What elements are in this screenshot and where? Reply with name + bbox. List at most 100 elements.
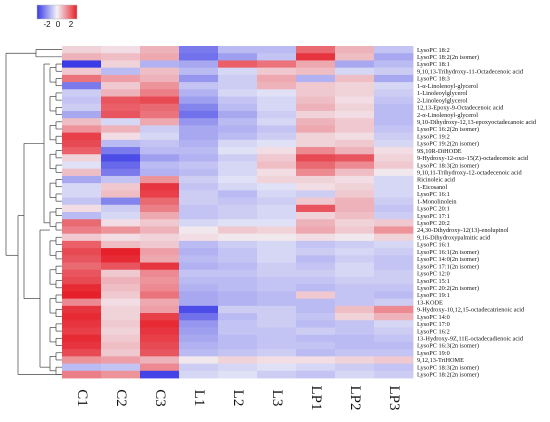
heatmap-cell [335, 197, 375, 206]
heatmap-cell [335, 168, 375, 177]
heatmap-cell [179, 175, 219, 184]
heatmap-cell [179, 226, 219, 235]
heatmap-cell [296, 190, 336, 198]
heatmap-cell [335, 305, 375, 314]
heatmap-cell [62, 89, 102, 97]
heatmap-cell [296, 118, 336, 126]
row-label: 1-α-Linolenoyl-glycerol [417, 83, 478, 90]
heatmap-cell [140, 370, 180, 379]
heatmap-cell [374, 226, 414, 235]
heatmap-cell [62, 233, 102, 242]
heatmap-cell [335, 132, 375, 141]
heatmap-cell [140, 190, 180, 198]
heatmap-cell [218, 284, 258, 292]
row-label: 9,10,13-Trihydroxy-11-Octadecenoic acid [417, 68, 524, 75]
heatmap-cell [296, 74, 336, 83]
row-label: 9,12,13-TriHOME [417, 357, 464, 364]
heatmap-cell [179, 349, 219, 357]
heatmap-cell [101, 219, 141, 227]
heatmap-cell [374, 233, 414, 242]
heatmap-cell [296, 139, 336, 148]
heatmap-cell [374, 255, 414, 263]
row-label: 9,10-Dihydroxy-12,13-epoxyoctadecanoic a… [417, 119, 537, 126]
heatmap-cell [101, 147, 141, 155]
heatmap-cell [218, 67, 258, 76]
heatmap-cell [101, 269, 141, 278]
heatmap-cell [374, 327, 414, 336]
heatmap-cell [374, 356, 414, 364]
heatmap-cell [218, 147, 258, 155]
heatmap-cell [179, 89, 219, 97]
heatmap-cell [257, 154, 297, 162]
heatmap-cell [140, 89, 180, 97]
heatmap-cell [257, 197, 297, 206]
heatmap-cell [62, 82, 102, 90]
heatmap-cell [374, 284, 414, 292]
heatmap-cell [140, 183, 180, 191]
row-dendrogram [5, 49, 62, 375]
heatmap-cell [218, 313, 258, 321]
heatmap-cell [140, 313, 180, 321]
heatmap-cell [179, 161, 219, 170]
heatmap-cell [101, 298, 141, 307]
heatmap-cell [218, 370, 258, 379]
heatmap-cell [62, 139, 102, 148]
heatmap-cell [335, 298, 375, 307]
heatmap-cell [101, 74, 141, 83]
heatmap-cell [296, 320, 336, 328]
heatmap-cell [335, 320, 375, 328]
heatmap-cell [218, 356, 258, 364]
heatmap-cell [374, 89, 414, 97]
heatmap-cell [335, 204, 375, 213]
row-label: 1-Linoleoylglycerol [417, 90, 468, 97]
heatmap-cell [296, 313, 336, 321]
heatmap-cell [101, 103, 141, 112]
heatmap-cell [218, 204, 258, 213]
heatmap-cell [140, 132, 180, 141]
heatmap-cell [296, 334, 336, 343]
heatmap-cell [140, 327, 180, 336]
heatmap-cell [374, 46, 414, 54]
heatmap-cell [374, 298, 414, 307]
row-label: LysoPC 20:2 [417, 220, 450, 227]
heatmap-cell [62, 74, 102, 83]
row-label: LysoPC 19:2 [417, 133, 450, 140]
heatmap-cell [218, 53, 258, 61]
row-label: 2-Linoleoylglycerol [417, 97, 468, 104]
heatmap-cell [218, 341, 258, 350]
heatmap-cell [62, 298, 102, 307]
heatmap-cell [179, 363, 219, 372]
heatmap-cell [62, 305, 102, 314]
heatmap-cell [218, 248, 258, 256]
heatmap-cell [374, 204, 414, 213]
heatmap-cell [62, 103, 102, 112]
heatmap-cell [101, 248, 141, 256]
heatmap-cell [218, 226, 258, 235]
row-label: 9,16-Dihydroxypalmitic acid [417, 234, 491, 241]
heatmap-cell [62, 96, 102, 105]
heatmap-cell [62, 46, 102, 54]
heatmap-cell [179, 233, 219, 242]
heatmap-cell [296, 276, 336, 285]
heatmap-cell [257, 67, 297, 76]
heatmap-cell [62, 183, 102, 191]
heatmap-cell [257, 168, 297, 177]
heatmap-cell [218, 305, 258, 314]
heatmap-cell [257, 53, 297, 61]
heatmap-cell [218, 219, 258, 227]
heatmap-cell [179, 154, 219, 162]
heatmap-cell [257, 212, 297, 220]
heatmap-cell [257, 219, 297, 227]
heatmap-cell [335, 291, 375, 300]
heatmap-cell [257, 327, 297, 336]
heatmap-cell [218, 139, 258, 148]
heatmap-cell [296, 363, 336, 372]
heatmap-cell [179, 118, 219, 126]
row-label: 9,10,11-Trihydroxy-12-octadecenoic acid [417, 170, 522, 177]
heatmap-cell [335, 356, 375, 364]
heatmap-cell [296, 204, 336, 213]
heatmap-cell [140, 139, 180, 148]
heatmap-cell [257, 103, 297, 112]
heatmap-cell [62, 269, 102, 278]
heatmap-cell [179, 276, 219, 285]
